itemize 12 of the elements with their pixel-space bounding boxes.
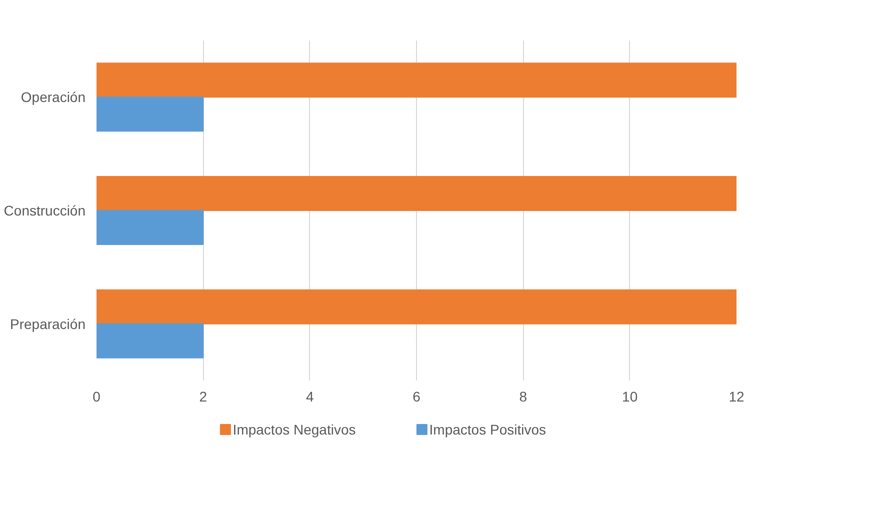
legend-label: Impactos Negativos [232,422,356,438]
y-tick-label: Preparación [10,316,86,332]
x-tick-label: 12 [728,388,744,404]
x-tick-label: 2 [199,388,208,404]
x-tick-label: 8 [519,388,528,404]
x-tick-label: 6 [412,388,421,404]
x-tick-label: 0 [92,388,101,404]
y-tick-label: Operación [20,89,86,106]
legend-label: Impactos Positivos [429,422,546,438]
x-tick-label: 4 [306,388,314,404]
x-tick-label: 10 [622,388,638,404]
y-tick-label: Construcción [4,202,86,218]
